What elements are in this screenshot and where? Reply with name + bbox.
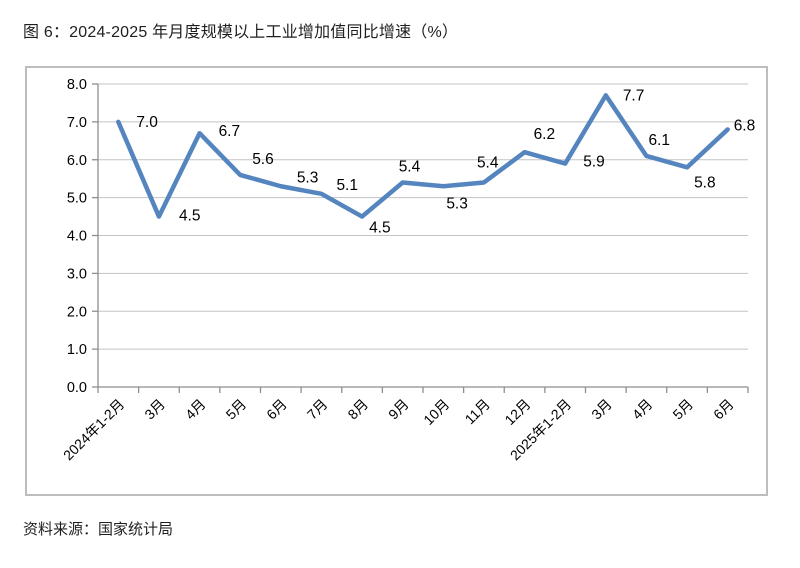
y-axis-tick-label: 8.0: [67, 77, 87, 93]
data-point-label: 5.1: [336, 177, 358, 194]
data-point-label: 5.3: [446, 195, 468, 212]
figure-title: 图 6：2024-2025 年月度规模以上工业增加值同比增速（%）: [23, 24, 459, 41]
x-axis-category-label: 6月: [263, 396, 290, 423]
x-axis-category-label: 3月: [141, 396, 168, 423]
data-point-label: 5.9: [583, 154, 605, 171]
x-axis-category-label: 8月: [344, 396, 371, 423]
x-axis-category-label: 5月: [223, 396, 250, 423]
data-point-label: 5.8: [694, 174, 716, 191]
x-axis-category-label: 11月: [462, 396, 493, 427]
data-point-label: 5.6: [252, 151, 274, 168]
chart-panel: 0.0 1.0 2.0 3.0 4.0 5.0 6.0 7.0 8.0 2024年1-2月 3月 4月…: [25, 66, 768, 496]
data-point-label: 7.7: [623, 87, 645, 104]
x-axis-category-label: 6月: [710, 396, 737, 423]
data-point-label: 6.7: [219, 123, 241, 140]
y-axis-tick-label: 2.0: [67, 304, 87, 320]
x-axis-category-label: 10月: [420, 396, 452, 428]
data-point-label: 6.2: [534, 126, 556, 143]
data-point-label: 4.5: [369, 220, 391, 237]
x-axis-category-label: 4月: [629, 396, 656, 423]
y-axis-tick-label: 5.0: [67, 191, 87, 207]
x-axis-category-label: 5月: [669, 396, 696, 423]
x-axis-category-label: 12月: [501, 396, 533, 428]
series-line: [116, 93, 730, 219]
x-axis-category-label: 7月: [304, 396, 331, 423]
source-note: 资料来源：国家统计局: [23, 521, 174, 538]
data-point-label: 5.4: [477, 154, 499, 171]
y-axis-tick-label: 7.0: [67, 115, 87, 131]
data-point-label: 7.0: [136, 114, 158, 131]
x-axis-category-label: 4月: [182, 396, 209, 423]
data-point-label: 5.4: [399, 158, 421, 175]
y-axis-tick-label: 0.0: [67, 380, 87, 396]
data-point-label: 6.8: [734, 117, 756, 134]
line-chart-canvas: 0.0 1.0 2.0 3.0 4.0 5.0 6.0 7.0 8.0 2024年1-2月 3月 4月…: [60, 77, 756, 463]
data-point-label: 6.1: [648, 132, 670, 149]
data-point-label: 4.5: [179, 208, 201, 225]
y-axis-tick-label: 4.0: [67, 229, 87, 245]
x-axis-category-label: 2024年1-2月: [60, 396, 127, 463]
x-axis-category-label: 9月: [385, 396, 412, 423]
y-axis-tick-label: 3.0: [67, 266, 87, 282]
y-axis-tick-label: 6.0: [67, 153, 87, 169]
x-axis-category-label: 3月: [588, 396, 615, 423]
data-point-label: 5.3: [297, 169, 319, 186]
y-axis-tick-label: 1.0: [67, 342, 87, 358]
